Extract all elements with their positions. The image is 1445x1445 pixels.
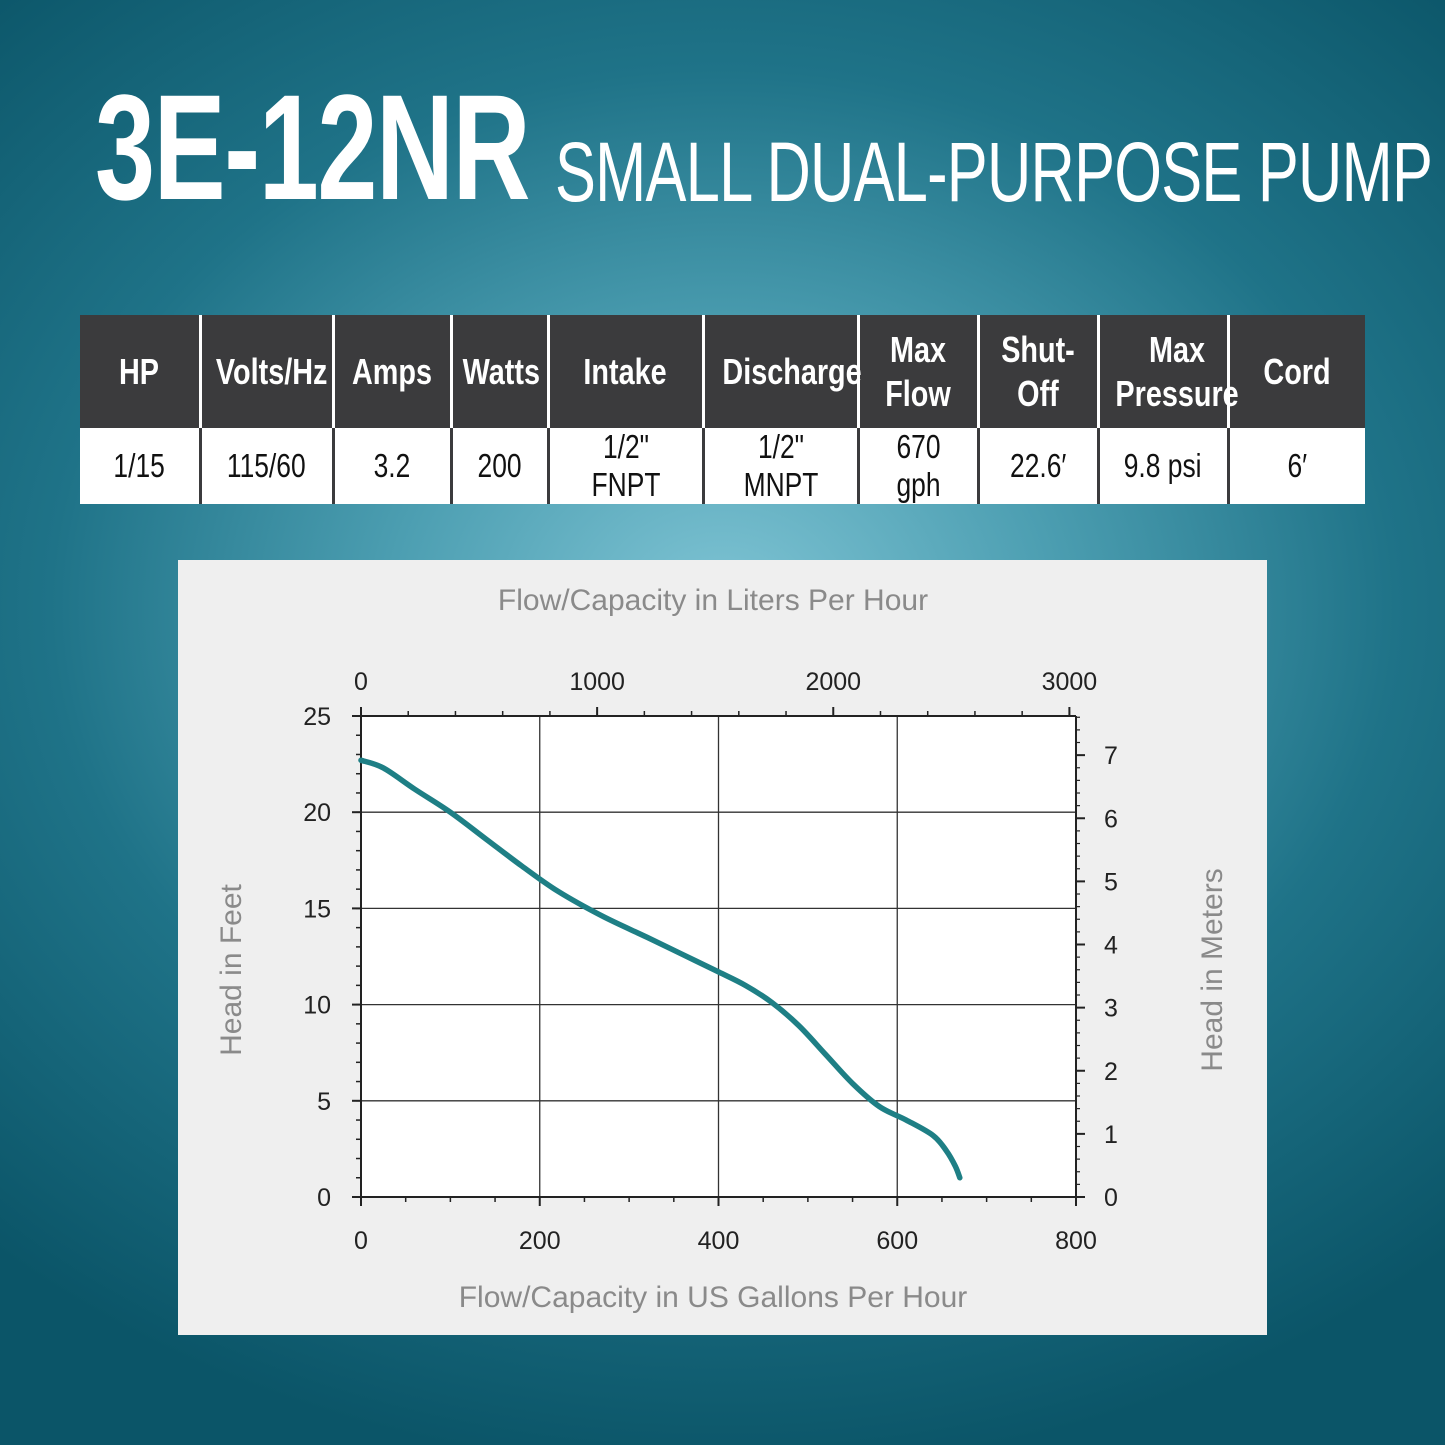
spec-value: 9.8 psi (1098, 428, 1230, 504)
x-axis-label: Flow/Capacity in US Gallons Per Hour (459, 1281, 968, 1314)
spec-value: 1/2" MNPT (703, 428, 860, 504)
x-tick-label: 0 (354, 1227, 368, 1255)
y2-tick-label: 2 (1104, 1058, 1118, 1086)
y-tick-label: 5 (317, 1088, 331, 1116)
model-number: 3E-12NR (95, 63, 531, 231)
x-tick-label: 200 (519, 1227, 561, 1255)
specs-header-row: HP Volts/Hz Amps Watts Intake Discharge … (80, 315, 1365, 428)
x-tick-label: 600 (876, 1227, 918, 1255)
y-tick-label: 20 (303, 799, 331, 827)
spec-value: 22.6′ (978, 428, 1100, 504)
spec-value: 3.2 (333, 428, 453, 504)
spec-header: HP (80, 315, 202, 428)
y2-tick-label: 1 (1104, 1121, 1118, 1149)
header: 3E-12NR SMALL DUAL-PURPOSE PUMP (95, 63, 1433, 231)
spec-header: Intake (548, 315, 705, 428)
x2-tick-label: 3000 (1042, 668, 1098, 696)
spec-value: 6′ (1228, 428, 1365, 504)
product-subtitle: SMALL DUAL-PURPOSE PUMP (555, 125, 1433, 219)
spec-value: 670 gph (858, 428, 980, 504)
x2-tick-label: 2000 (805, 668, 861, 696)
y-tick-label: 0 (317, 1184, 331, 1212)
spec-header: Shut- Off (978, 315, 1100, 428)
spec-header: Volts/Hz (200, 315, 335, 428)
chart-title: Flow/Capacity in Liters Per Hour (498, 584, 928, 617)
y2-tick-label: 3 (1104, 995, 1118, 1023)
spec-header: Amps (333, 315, 453, 428)
spec-header: Cord (1228, 315, 1365, 428)
pump-curve-chart: Flow/Capacity in Liters Per Hour Flow/Ca… (178, 560, 1267, 1335)
chart-svg: Flow/Capacity in Liters Per Hour Flow/Ca… (215, 584, 1229, 1314)
y2-tick-label: 4 (1104, 932, 1118, 960)
x-tick-label: 800 (1055, 1227, 1097, 1255)
y2-tick-label: 0 (1104, 1184, 1118, 1212)
specs-value-row: 1/15 115/60 3.2 200 1/2" FNPT 1/2" MNPT … (80, 428, 1365, 504)
spec-header: Discharge (703, 315, 861, 428)
x2-tick-label: 1000 (569, 668, 625, 696)
spec-header: Max Pressure (1098, 315, 1238, 428)
spec-value: 115/60 (200, 428, 335, 504)
y2-tick-label: 6 (1104, 805, 1118, 833)
y-axis-label: Head in Feet (215, 883, 248, 1055)
spec-header: Max Flow (858, 315, 980, 428)
y-tick-label: 25 (303, 703, 331, 731)
spec-value: 1/15 (80, 428, 202, 504)
spec-header: Watts (451, 315, 550, 428)
spec-value: 1/2" FNPT (548, 428, 705, 504)
y2-tick-label: 7 (1104, 742, 1118, 770)
specs-table: HP Volts/Hz Amps Watts Intake Discharge … (80, 315, 1365, 504)
x-tick-label: 400 (698, 1227, 740, 1255)
pump-curve-line (358, 757, 963, 1181)
y2-axis-label: Head in Meters (1196, 868, 1229, 1071)
y2-tick-label: 5 (1104, 868, 1118, 896)
y-tick-label: 15 (303, 895, 331, 923)
y-tick-label: 10 (303, 992, 331, 1020)
x2-tick-label: 0 (354, 668, 368, 696)
spec-value: 200 (451, 428, 550, 504)
